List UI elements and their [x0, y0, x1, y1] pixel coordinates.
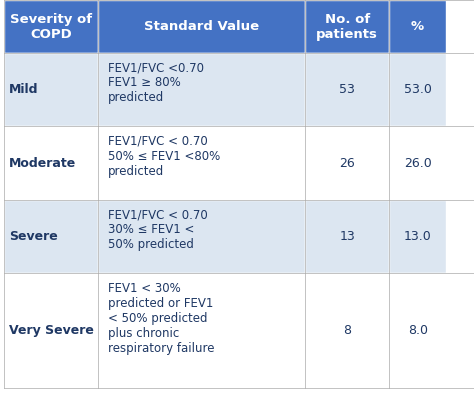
FancyBboxPatch shape [390, 53, 446, 126]
FancyBboxPatch shape [4, 273, 98, 388]
Text: 26.0: 26.0 [404, 157, 431, 170]
FancyBboxPatch shape [305, 53, 390, 126]
Text: 13: 13 [339, 230, 355, 243]
Text: 26: 26 [339, 157, 355, 170]
FancyBboxPatch shape [98, 273, 305, 388]
FancyBboxPatch shape [4, 0, 98, 53]
FancyBboxPatch shape [390, 126, 446, 200]
Text: FEV1/FVC < 0.70
50% ≤ FEV1 <80%
predicted: FEV1/FVC < 0.70 50% ≤ FEV1 <80% predicte… [108, 135, 220, 177]
FancyBboxPatch shape [98, 200, 305, 273]
Text: Standard Value: Standard Value [144, 20, 259, 33]
FancyBboxPatch shape [98, 53, 305, 126]
FancyBboxPatch shape [98, 126, 305, 200]
Text: 53.0: 53.0 [404, 83, 431, 96]
FancyBboxPatch shape [305, 0, 390, 53]
Text: 13.0: 13.0 [404, 230, 431, 243]
Text: FEV1/FVC <0.70
FEV1 ≥ 80%
predicted: FEV1/FVC <0.70 FEV1 ≥ 80% predicted [108, 61, 204, 104]
Text: 53: 53 [339, 83, 355, 96]
Text: Mild: Mild [9, 83, 38, 96]
Text: Moderate: Moderate [9, 157, 76, 170]
Text: No. of
patients: No. of patients [316, 13, 378, 40]
Text: 8.0: 8.0 [408, 324, 428, 337]
FancyBboxPatch shape [390, 0, 446, 53]
FancyBboxPatch shape [305, 126, 390, 200]
Text: FEV1 < 30%
predicted or FEV1
< 50% predicted
plus chronic
respiratory failure: FEV1 < 30% predicted or FEV1 < 50% predi… [108, 282, 214, 355]
FancyBboxPatch shape [4, 53, 98, 126]
FancyBboxPatch shape [4, 200, 98, 273]
Text: Severity of
COPD: Severity of COPD [10, 13, 92, 40]
Text: FEV1/FVC < 0.70
30% ≤ FEV1 <
50% predicted: FEV1/FVC < 0.70 30% ≤ FEV1 < 50% predict… [108, 208, 208, 251]
FancyBboxPatch shape [390, 200, 446, 273]
FancyBboxPatch shape [4, 126, 98, 200]
Text: Very Severe: Very Severe [9, 324, 94, 337]
Text: Severe: Severe [9, 230, 58, 243]
FancyBboxPatch shape [98, 0, 305, 53]
FancyBboxPatch shape [390, 273, 446, 388]
FancyBboxPatch shape [305, 200, 390, 273]
FancyBboxPatch shape [305, 273, 390, 388]
Text: 8: 8 [343, 324, 351, 337]
Text: %: % [411, 20, 424, 33]
